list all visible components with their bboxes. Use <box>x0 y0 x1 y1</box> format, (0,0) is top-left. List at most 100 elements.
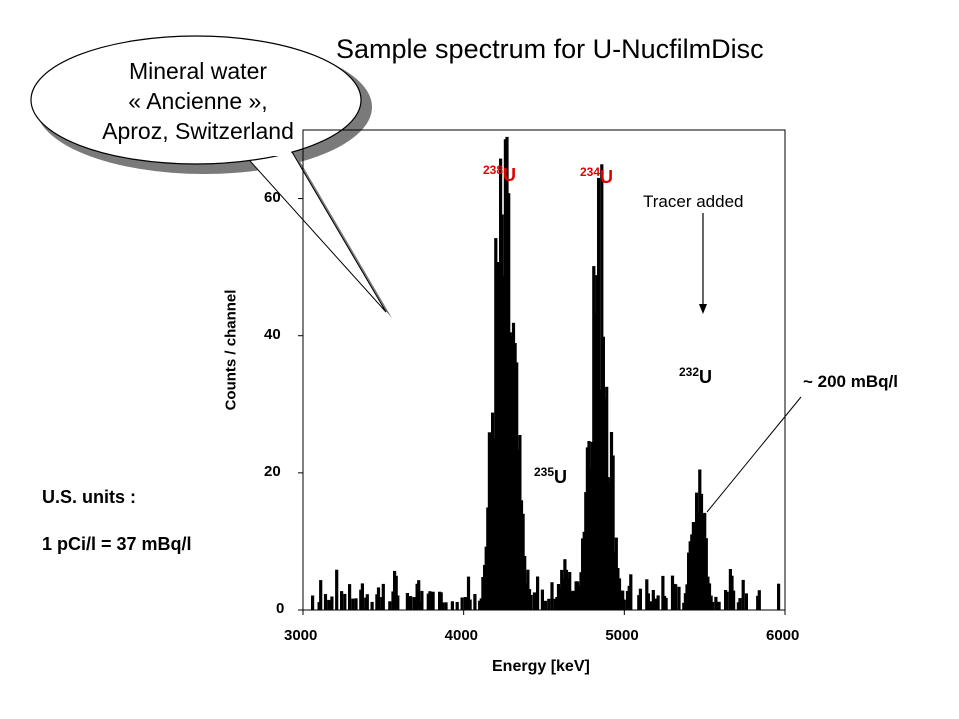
spectrum-bar <box>576 581 580 610</box>
spectrum-bar <box>466 576 471 610</box>
spectrum-bar <box>674 584 678 610</box>
spectrum-bar <box>661 575 665 610</box>
us-units-conversion: 1 pCi/l = 37 mBq/l <box>42 534 192 554</box>
spectrum-bar <box>613 552 617 610</box>
peak-mass-u238: 238 <box>483 163 504 177</box>
spectrum-bar <box>605 386 609 610</box>
x-tick-label: 5000 <box>605 627 639 644</box>
axes <box>298 198 786 615</box>
y-tick-label: 20 <box>264 462 281 480</box>
peak-element-u235: U <box>554 467 568 487</box>
peak-label-u238: 238U <box>483 163 517 186</box>
callout-bubble <box>30 35 387 313</box>
spectrum-bar <box>577 585 581 610</box>
spectrum-bar <box>417 580 421 610</box>
spectrum-bar <box>744 593 748 610</box>
spectrum-bar <box>523 556 527 610</box>
spectrum-bar <box>741 579 745 610</box>
callout-line-3: Aproz, Switzerland <box>102 118 294 144</box>
spectrum-bar <box>611 455 615 610</box>
spectrum-bar <box>560 569 564 610</box>
spectrum-bar <box>568 572 572 610</box>
activity-annotation: ~ 200 mBq/l <box>803 372 898 391</box>
spectrum-bar <box>650 601 654 610</box>
spectrum-bar <box>319 580 323 610</box>
spectrum-bar <box>460 597 464 610</box>
us-units-heading: U.S. units : <box>42 487 136 507</box>
spectrum-bar <box>439 592 443 610</box>
spectrum-bar <box>544 600 548 610</box>
spectrum-bar <box>343 593 347 610</box>
y-tick-label: 0 <box>276 600 285 617</box>
spectrum-bar <box>405 593 409 610</box>
spectrum-bar <box>696 512 700 610</box>
tracer-arrow-head <box>699 304 707 314</box>
peak-label-u235: 235U <box>534 465 568 488</box>
y-axis-label: Counts / channel <box>222 289 240 411</box>
x-axis-label: Energy [keV] <box>492 658 590 675</box>
spectrum-bar <box>505 136 509 610</box>
spectrum-bar <box>621 590 625 610</box>
spectrum-bar <box>590 441 594 610</box>
peak-mass-u235: 235 <box>534 465 555 479</box>
spectrum-bar <box>550 582 554 610</box>
spectrum-bar <box>732 590 736 610</box>
spectrum-bar <box>323 594 328 610</box>
peak-element-u234: U <box>600 167 614 187</box>
spectrum-bar <box>481 577 485 610</box>
spectrum-bar <box>704 538 708 610</box>
spectrum-bar <box>664 597 668 610</box>
spectrum-bar <box>412 597 416 610</box>
activity-pointer-line <box>706 396 802 513</box>
spectrum-bar <box>311 595 315 610</box>
callout-text: Mineral water « Ancienne », Aproz, Switz… <box>60 56 336 146</box>
spectrum-bar <box>738 598 742 610</box>
spectrum-bar <box>354 598 358 610</box>
spectrum-bar <box>360 583 364 610</box>
peak-label-u234: 234U <box>580 165 614 188</box>
spectrum-bar <box>627 585 631 610</box>
x-tick-label: 6000 <box>766 627 800 644</box>
spectrum-bar <box>441 602 445 610</box>
spectrum-bar <box>688 541 692 610</box>
spectrum-bar <box>629 574 633 610</box>
spectrum-bar <box>725 591 729 610</box>
spectrum-bar <box>653 598 657 610</box>
spectrum-bar <box>553 598 557 610</box>
spectrum-bar <box>540 589 544 610</box>
callout-line-1: Mineral water <box>128 58 268 84</box>
spectrum-bar <box>547 598 551 610</box>
spectrum-bar <box>348 584 352 610</box>
peak-mass-u234: 234 <box>580 165 601 179</box>
spectrum-bar <box>598 390 602 610</box>
spectrum-bar <box>330 596 334 610</box>
spectrum-bar <box>365 594 369 610</box>
spectrum-bar <box>529 595 533 610</box>
spectrum-bar <box>431 591 435 610</box>
tracer-annotation: Tracer added <box>643 192 744 211</box>
chart-title: Sample spectrum for U-NucfilmDisc <box>336 34 764 64</box>
spectrum-bar <box>388 601 392 610</box>
peak-element-u238: U <box>503 165 517 185</box>
spectrum-bar <box>698 469 702 610</box>
y-tick-label: 60 <box>264 188 281 206</box>
spectrum-bar <box>777 583 781 610</box>
spectrum-bar <box>601 336 605 610</box>
spectrum-bar <box>582 531 586 610</box>
spectrum-bar <box>717 601 721 610</box>
spectrum-bar <box>455 602 459 610</box>
spectrum-bar <box>756 595 760 610</box>
spectrum-bar <box>677 586 681 610</box>
spectrum-bar <box>396 595 400 610</box>
y-tick-label: 40 <box>264 325 281 343</box>
spectrum-bars <box>311 136 781 611</box>
spectrum-bar <box>376 587 381 610</box>
x-tick-label: 3000 <box>284 627 318 644</box>
spectrum-bar <box>340 591 344 610</box>
peak-label-u232: 232U <box>679 365 713 388</box>
spectrum-bar <box>381 583 385 610</box>
peak-element-u232: U <box>699 367 713 387</box>
spectrum-bar <box>468 599 472 610</box>
x-tick-label: 4000 <box>444 627 479 644</box>
